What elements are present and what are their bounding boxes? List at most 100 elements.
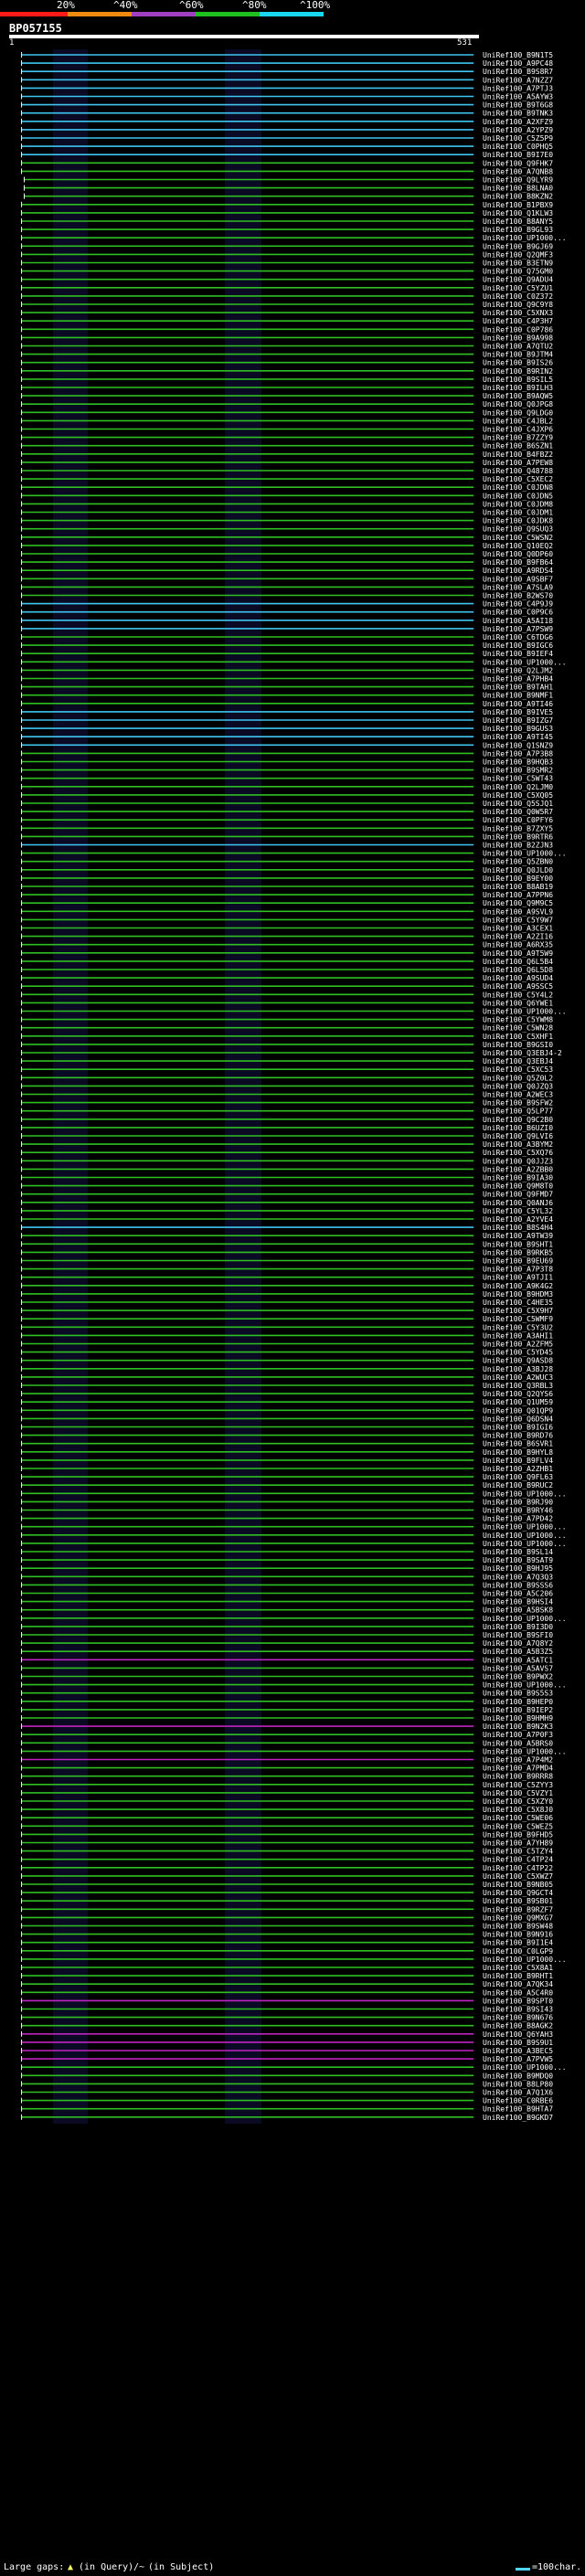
hit-row[interactable]: UniRef100_C0Z372 [21,292,554,301]
hit-label[interactable]: UniRef100_Q48788 [483,467,553,475]
hit-label[interactable]: UniRef100_A3BYM2 [483,1140,553,1149]
hit-row[interactable]: UniRef100_B9IEF4 [21,650,554,658]
hit-row[interactable]: UniRef100_A5AVS7 [21,1664,554,1672]
hit-row[interactable]: UniRef100_Q9M8T0 [21,1182,554,1191]
hit-label[interactable]: UniRef100_A9TI45 [483,733,553,741]
hit-label[interactable]: UniRef100_Q2LJM2 [483,666,553,674]
hit-label[interactable]: UniRef100_C4P9J9 [483,600,553,609]
hit-label[interactable]: UniRef100_A7Q8Y2 [483,1639,553,1648]
hit-label[interactable]: UniRef100_B9HDM3 [483,1290,553,1299]
hit-row[interactable]: UniRef100_A7SLA9 [21,583,554,591]
hit-label[interactable]: UniRef100_B9S8R7 [483,68,553,76]
hit-row[interactable]: UniRef100_Q0JZQ3 [21,1082,554,1090]
hit-label[interactable]: UniRef100_B9EY00 [483,875,553,883]
hit-row[interactable]: UniRef100_Q0JJZ3 [21,1157,554,1165]
hit-row[interactable]: UniRef100_Q9FL63 [21,1473,554,1481]
hit-row[interactable]: UniRef100_B9HEP0 [21,1698,554,1706]
hit-row[interactable]: UniRef100_A7PPN6 [21,891,554,899]
hit-row[interactable]: UniRef100_Q9FHK7 [21,159,554,167]
hit-row[interactable]: UniRef100_C5YZU1 [21,284,554,292]
hit-label[interactable]: UniRef100_UP1000... [483,658,567,666]
hit-row[interactable]: UniRef100_C0P9C6 [21,609,554,617]
hit-row[interactable]: UniRef100_B8LNA0 [23,185,553,193]
hit-label[interactable]: UniRef100_B9HYL8 [483,1448,553,1457]
hit-label[interactable]: UniRef100_A5BRS0 [483,1739,553,1747]
hit-label[interactable]: UniRef100_B9MDQ0 [483,2072,553,2080]
hit-label[interactable]: UniRef100_B9JTM4 [483,351,553,359]
hit-row[interactable]: UniRef100_Q5LP77 [21,1108,554,1116]
hit-row[interactable]: UniRef100_B6UZI0 [21,1124,554,1132]
hit-label[interactable]: UniRef100_C4TP22 [483,1864,553,1872]
hit-row[interactable]: UniRef100_A2WUC3 [21,1373,554,1382]
hit-label[interactable]: UniRef100_B9EU69 [483,1257,553,1266]
hit-row[interactable]: UniRef100_Q0DP60 [21,550,554,558]
hit-row[interactable]: UniRef100_B9IZG7 [21,716,554,725]
hit-row[interactable]: UniRef100_B9RKB5 [21,1248,554,1256]
hit-row[interactable]: UniRef100_C5YD45 [21,1349,554,1357]
hit-label[interactable]: UniRef100_B9SL14 [483,1548,553,1556]
hit-label[interactable]: UniRef100_Q9FHK7 [483,159,553,167]
hit-row[interactable]: UniRef100_B8AB19 [21,883,554,891]
hit-label[interactable]: UniRef100_Q9LVI6 [483,1132,553,1140]
hit-label[interactable]: UniRef100_UP1000... [483,1532,567,1540]
hit-row[interactable]: UniRef100_C5X8J0 [21,1806,554,1814]
hit-label[interactable]: UniRef100_C5XQ05 [483,791,553,800]
hit-label[interactable]: UniRef100_Q0W5R7 [483,808,553,816]
hit-row[interactable]: UniRef100_A3BEC5 [21,2047,554,2055]
hit-label[interactable]: UniRef100_B3ETN9 [483,260,553,268]
hit-row[interactable]: UniRef100_Q0JLD0 [21,866,554,875]
hit-row[interactable]: UniRef100_Q0W5R7 [21,808,554,816]
hit-label[interactable]: UniRef100_A9RDS4 [483,567,553,575]
hit-row[interactable]: UniRef100_B4FBZ2 [21,451,554,459]
hit-label[interactable]: UniRef100_A9SVL9 [483,907,553,916]
hit-label[interactable]: UniRef100_A7PVW5 [483,2055,553,2063]
hit-label[interactable]: UniRef100_B9RHT1 [483,1972,553,1980]
hit-label[interactable]: UniRef100_B9GKD7 [483,2114,553,2122]
hit-label[interactable]: UniRef100_A5AVS7 [483,1664,553,1672]
hit-label[interactable]: UniRef100_C5WSN2 [483,534,553,542]
hit-label[interactable]: UniRef100_C5Y4L2 [483,991,553,999]
hit-row[interactable]: UniRef100_A2WEC3 [21,1091,554,1099]
hit-row[interactable]: UniRef100_A7P4M2 [21,1756,554,1765]
hit-label[interactable]: UniRef100_B9IVE5 [483,708,553,716]
hit-row[interactable]: UniRef100_A9SSC5 [21,982,554,991]
hit-row[interactable]: UniRef100_B9FB64 [21,558,554,567]
hit-row[interactable]: UniRef100_Q3EBJ4 [21,1057,554,1065]
hit-label[interactable]: UniRef100_Q3EBJ4 [483,1057,553,1065]
hit-row[interactable]: UniRef100_Q9LDG0 [21,408,554,417]
hit-label[interactable]: UniRef100_C4TP24 [483,1856,553,1864]
hit-row[interactable]: UniRef100_B7ZXY5 [21,824,554,832]
hit-row[interactable]: UniRef100_A7PMD4 [21,1765,554,1773]
hit-row[interactable]: UniRef100_A9SVL9 [21,907,554,916]
hit-row[interactable]: UniRef100_B9RIN2 [21,367,554,376]
hit-row[interactable]: UniRef100_B9RD76 [21,1432,554,1440]
hit-label[interactable]: UniRef100_A9TJI1 [483,1274,553,1282]
hit-label[interactable]: UniRef100_B9PWX2 [483,1673,553,1681]
hit-label[interactable]: UniRef100_B6SZN1 [483,442,553,451]
hit-row[interactable]: UniRef100_Q2QYS6 [21,1390,554,1398]
hit-label[interactable]: UniRef100_A3AHI1 [483,1331,553,1340]
hit-label[interactable]: UniRef100_B9RTR6 [483,832,553,841]
hit-label[interactable]: UniRef100_B9SFI0 [483,1631,553,1639]
hit-row[interactable]: UniRef100_A7NZZ7 [21,76,554,84]
hit-label[interactable]: UniRef100_B9NMF1 [483,692,553,700]
hit-label[interactable]: UniRef100_Q9ASD8 [483,1357,553,1365]
hit-row[interactable]: UniRef100_B9IGI6 [21,1424,554,1432]
hit-row[interactable]: UniRef100_B9SI43 [21,2006,554,2014]
hit-label[interactable]: UniRef100_C5Y3U2 [483,1323,553,1331]
hit-label[interactable]: UniRef100_A7QNB8 [483,167,553,175]
hit-label[interactable]: UniRef100_Q9SUQ3 [483,525,553,534]
hit-label[interactable]: UniRef100_A7NZZ7 [483,76,553,84]
hit-label[interactable]: UniRef100_Q5LP77 [483,1108,553,1116]
hit-label[interactable]: UniRef100_B9RRR8 [483,1773,553,1781]
hit-label[interactable]: UniRef100_B9N676 [483,2014,553,2022]
hit-row[interactable]: UniRef100_C5Y9W7 [21,916,554,924]
hit-row[interactable]: UniRef100_B8ANY5 [21,217,554,226]
hit-label[interactable]: UniRef100_C0JDM8 [483,500,553,508]
hit-row[interactable]: UniRef100_Q9C9Y8 [21,301,554,309]
hit-label[interactable]: UniRef100_UP1000... [483,1615,567,1623]
hit-label[interactable]: UniRef100_Q9FMD7 [483,1191,553,1199]
hit-row[interactable]: UniRef100_B9SSS6 [21,1581,554,1589]
hit-label[interactable]: UniRef100_A5C4R0 [483,1988,553,1997]
hit-row[interactable]: UniRef100_C5WSN2 [21,534,554,542]
